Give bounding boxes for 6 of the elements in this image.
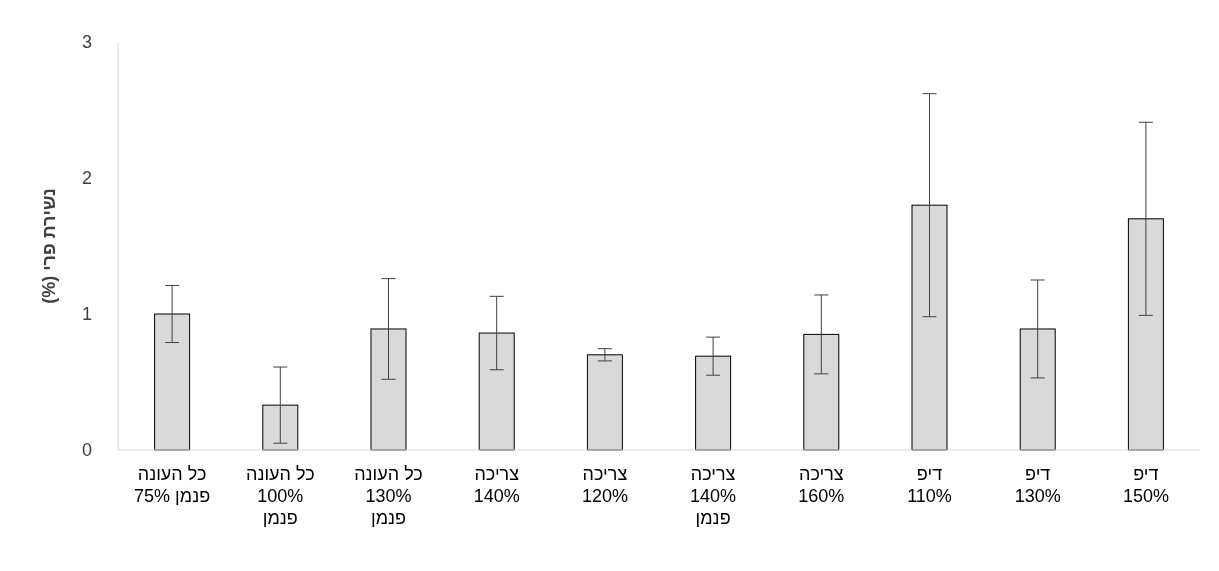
x-tick-label: כל העונה פנמן 75%	[134, 464, 211, 506]
y-tick-label: 0	[81, 440, 92, 460]
y-tick-label: 3	[81, 32, 92, 52]
y-tick-label: 1	[81, 304, 92, 324]
y-tick-label: 2	[81, 168, 92, 188]
y-axis-title: נשירת פרי (%)	[39, 188, 59, 304]
